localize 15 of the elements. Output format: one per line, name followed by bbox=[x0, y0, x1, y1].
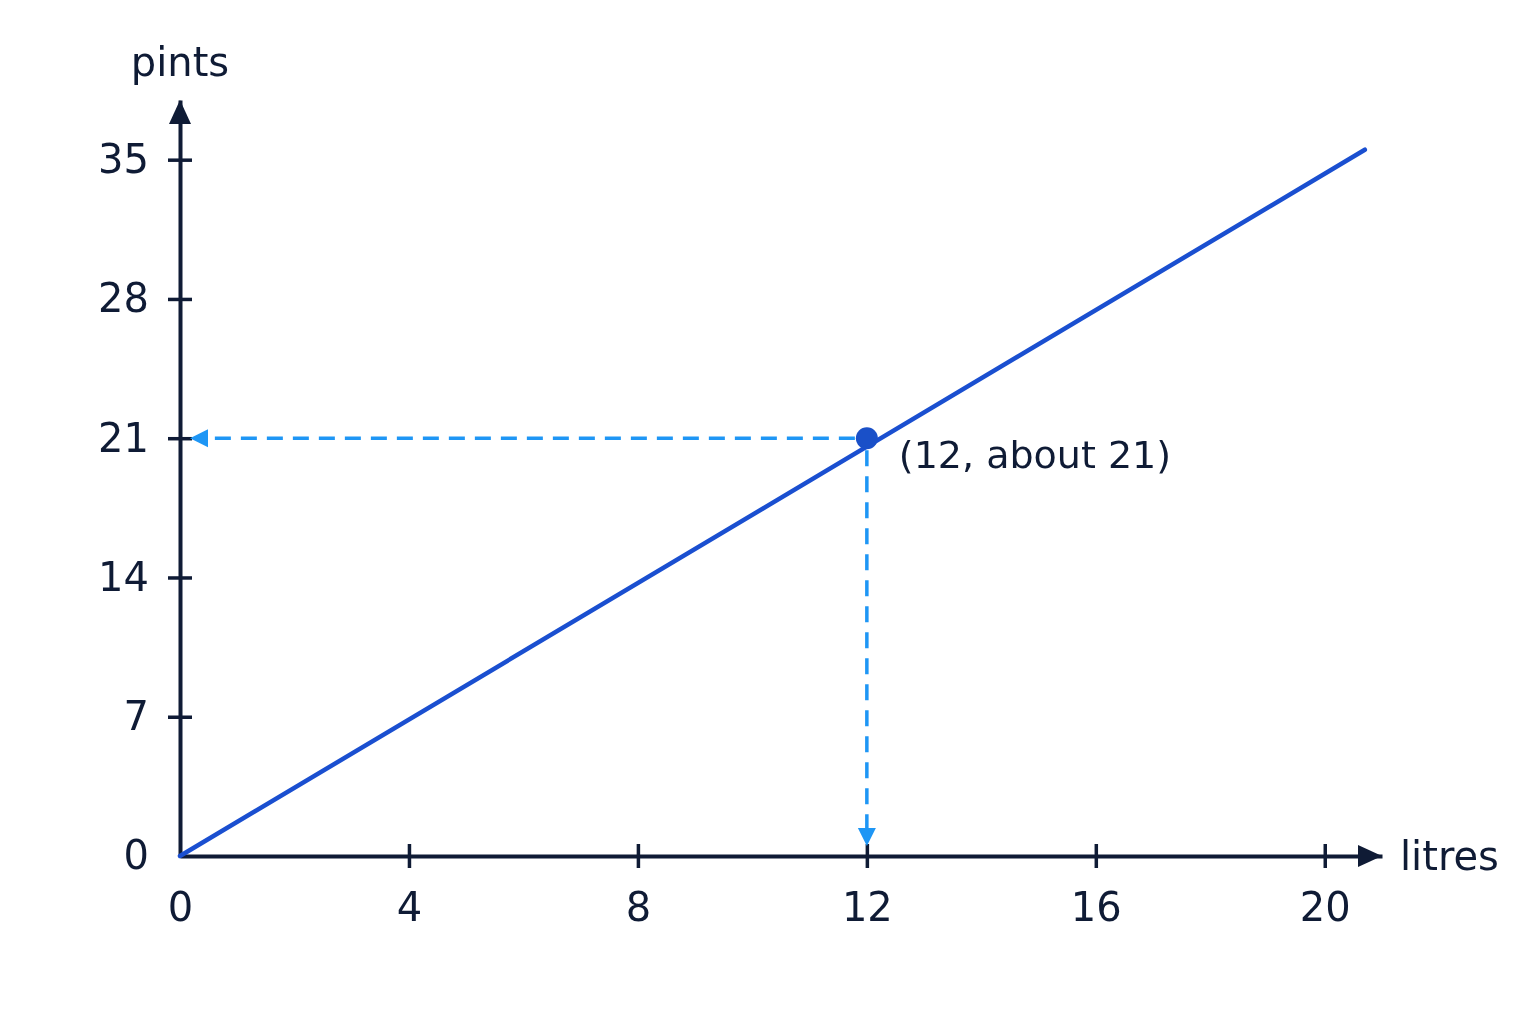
y-tick-label: 7 bbox=[123, 693, 149, 740]
y-tick-label: 35 bbox=[98, 135, 149, 182]
y-tick-label: 21 bbox=[98, 414, 149, 461]
annotation: (12, about 21) bbox=[898, 432, 1172, 477]
x-tick-label: 20 bbox=[1299, 884, 1351, 931]
x-tick-label: 8 bbox=[625, 884, 652, 931]
x-tick-label: 4 bbox=[396, 884, 423, 931]
y-axis-title: pints bbox=[130, 39, 230, 85]
x-tick-label: 0 bbox=[167, 884, 194, 931]
x-tick-label: 16 bbox=[1070, 884, 1122, 931]
y-tick-label: 28 bbox=[98, 275, 149, 322]
y-tick-label: 0 bbox=[123, 832, 149, 879]
x-tick-label: 12 bbox=[841, 884, 893, 931]
x-axis-title: litres bbox=[1400, 833, 1499, 879]
y-tick-label: 14 bbox=[98, 553, 149, 600]
